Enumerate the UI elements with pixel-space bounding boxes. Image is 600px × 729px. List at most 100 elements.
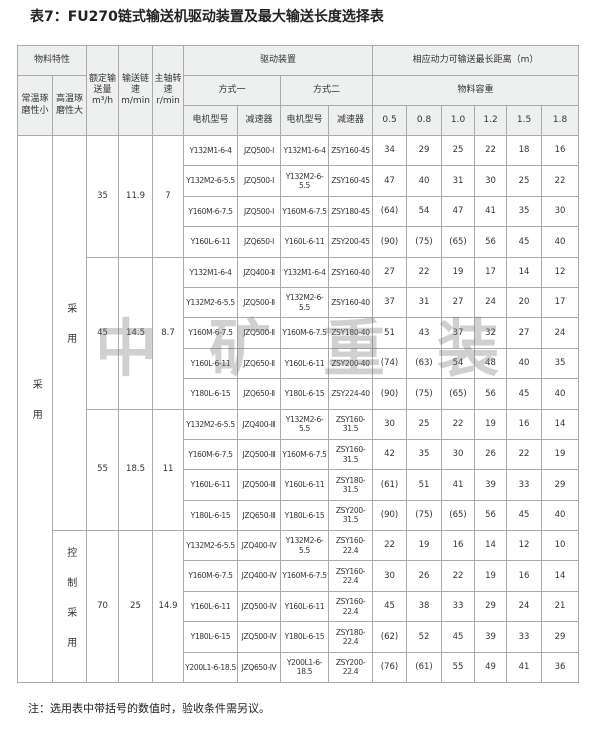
max-distance-cell: (64) (372, 195, 408, 228)
max-distance-cell: 16 (506, 408, 543, 440)
header-shaft: 主轴转速r/min (152, 45, 185, 136)
max-distance-cell: 30 (441, 438, 476, 471)
motor-model-2: Y180L-6-15 (280, 499, 330, 532)
max-distance-cell: 31 (441, 165, 476, 197)
header-material: 物料特性 (16, 45, 88, 76)
max-distance-cell: 56 (474, 226, 508, 258)
reducer-2: ZSY160-22.4 (328, 560, 374, 592)
high-temp-controlled-usage: 控制采用 (51, 530, 88, 684)
motor-model-2: Y160M-6-7.5 (280, 560, 330, 592)
max-distance-cell: 41 (474, 195, 508, 228)
max-distance-cell: 14 (474, 530, 508, 562)
motor-model-1: Y160L-6-11 (183, 590, 239, 623)
max-distance-cell: (75) (406, 226, 443, 258)
motor-model-2: Y160M-6-7.5 (280, 438, 330, 471)
motor-model-1: Y160M-6-7.5 (183, 317, 239, 349)
max-distance-cell: 43 (406, 317, 443, 349)
table-row: Y160M-6-7.5 JZQ400-Ⅳ Y160M-6-7.5 ZSY160-22.… (18, 560, 580, 592)
max-distance-cell: 24 (506, 590, 543, 623)
shaft-speed: 7 (152, 135, 185, 258)
max-distance-cell: 36 (541, 651, 580, 684)
max-distance-cell: 29 (541, 621, 580, 653)
shaft-speed: 8.7 (152, 256, 185, 410)
table-row: Y160M-6-7.5 JZQ500-Ⅰ Y160M-6-7.5 ZSY180-45(… (18, 195, 580, 228)
max-distance-cell: 19 (474, 408, 508, 440)
max-distance-cell: 33 (506, 469, 543, 501)
normal-temp-usage: 采用 (17, 134, 53, 684)
max-distance-cell: 35 (541, 347, 580, 380)
motor-model-1: Y160L-6-11 (183, 226, 239, 258)
max-distance-cell: 19 (474, 560, 508, 592)
max-distance-cell: 39 (474, 469, 508, 501)
reducer-1: JZQ650-Ⅳ (237, 651, 282, 684)
max-distance-cell: 22 (506, 438, 543, 471)
motor-model-2: Y160L-6-11 (280, 469, 330, 501)
reducer-2: ZSY180-40 (328, 317, 374, 349)
max-distance-cell: (65) (441, 378, 476, 410)
max-distance-cell: 27 (506, 317, 543, 349)
motor-model-2: Y160L-6-11 (280, 226, 330, 258)
header-rated: 额定输送量m³/h (86, 45, 120, 136)
max-distance-cell: 30 (372, 408, 408, 440)
header-reducer1: 减速器 (237, 105, 282, 136)
motor-model-1: Y132M2-6-5.5 (183, 286, 239, 319)
reducer-2: ZSY160-22.4 (328, 590, 374, 623)
header-motor2: 电机型号 (280, 105, 330, 136)
reducer-1: JZQ400-Ⅳ (237, 560, 282, 592)
max-distance-cell: 45 (506, 499, 543, 532)
motor-model-2: Y132M2-6-5.5 (280, 408, 330, 440)
max-distance-cell: 22 (441, 408, 476, 440)
motor-model-2: Y200L1-6-18.5 (280, 651, 330, 684)
max-distance-cell: (90) (372, 226, 408, 258)
max-distance-cell: (61) (372, 469, 408, 501)
max-distance-cell: 32 (474, 317, 508, 349)
max-distance-cell: 55 (441, 651, 476, 684)
reducer-1: JZQ500-Ⅰ (237, 195, 282, 228)
reducer-1: JZQ650-Ⅱ (237, 347, 282, 380)
max-distance-cell: 39 (474, 621, 508, 653)
motor-model-1: Y160L-6-11 (183, 469, 239, 501)
max-distance-cell: 48 (474, 347, 508, 380)
header-density-0: 0.5 (372, 105, 408, 136)
max-distance-cell: 45 (506, 378, 543, 410)
motor-model-2: Y132M2-6-5.5 (280, 165, 330, 197)
max-distance-cell: 47 (441, 195, 476, 228)
reducer-1: JZQ500-Ⅰ (237, 134, 282, 167)
max-distance-cell: 18 (506, 134, 543, 167)
max-distance-cell: (62) (372, 621, 408, 653)
table-row: Y180L-6-15 JZQ650-Ⅲ Y180L-6-15 ZSY200-31.5(… (18, 499, 580, 532)
max-distance-cell: 54 (441, 347, 476, 380)
motor-model-1: Y132M1-6-4 (183, 256, 239, 288)
max-distance-cell: 12 (506, 530, 543, 562)
max-distance-cell: (65) (441, 226, 476, 258)
reducer-1: JZQ650-Ⅰ (237, 226, 282, 258)
reducer-1: JZQ500-Ⅱ (237, 286, 282, 319)
max-distance-cell: 25 (506, 165, 543, 197)
motor-model-1: Y180L-6-15 (183, 378, 239, 410)
reducer-2: ZSY200-45 (328, 226, 374, 258)
header-density-3: 1.2 (474, 105, 508, 136)
max-distance-cell: 45 (441, 621, 476, 653)
max-distance-cell: 22 (441, 560, 476, 592)
footnote: 注：选用表中带括号的数值时，验收条件需另议。 (28, 702, 270, 715)
max-distance-cell: 40 (541, 378, 580, 410)
header-density-2: 1.0 (441, 105, 476, 136)
max-distance-cell: 27 (372, 256, 408, 288)
max-distance-cell: 16 (541, 134, 580, 167)
max-distance-cell: 42 (372, 438, 408, 471)
max-distance-cell: 10 (541, 530, 580, 562)
max-distance-cell: 47 (372, 165, 408, 197)
reducer-1: JZQ400-Ⅳ (237, 530, 282, 562)
max-distance-cell: 51 (406, 469, 443, 501)
max-distance-cell: 34 (372, 134, 408, 167)
table-row: Y132M2-6-5.5 JZQ500-Ⅱ Y132M2-6-5.5 ZSY160-4… (18, 286, 580, 319)
reducer-1: JZQ400-Ⅱ (237, 256, 282, 288)
max-distance-cell: 29 (406, 134, 443, 167)
motor-model-1: Y180L-6-15 (183, 621, 239, 653)
max-distance-cell: (76) (372, 651, 408, 684)
header-density-4: 1.5 (506, 105, 543, 136)
reducer-1: JZQ500-Ⅳ (237, 590, 282, 623)
max-distance-cell: (65) (441, 499, 476, 532)
max-distance-cell: 22 (541, 165, 580, 197)
max-distance-cell: 56 (474, 499, 508, 532)
